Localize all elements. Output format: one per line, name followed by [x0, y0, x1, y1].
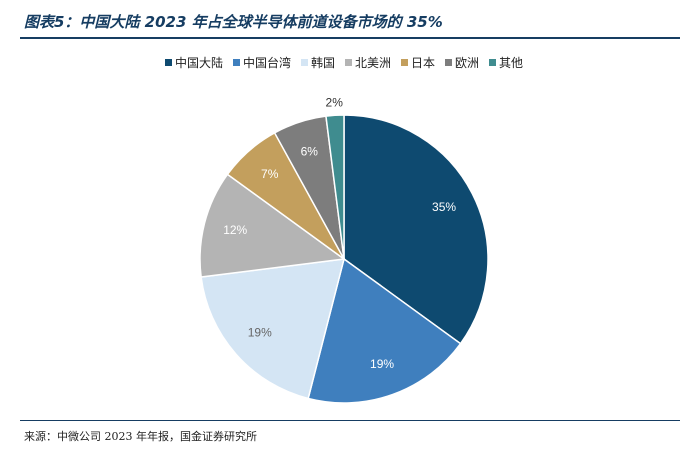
legend-item: 欧洲: [445, 54, 479, 71]
data-label: 6%: [301, 144, 319, 158]
data-label: 35%: [432, 200, 456, 214]
data-label: 7%: [261, 167, 279, 181]
legend-item: 其他: [489, 54, 523, 71]
legend-swatch: [401, 59, 408, 66]
legend-swatch: [445, 59, 453, 66]
legend-item: 日本: [401, 54, 435, 71]
data-label: 2%: [326, 95, 344, 109]
legend-label: 中国大陆: [174, 56, 223, 70]
legend-label: 日本: [411, 56, 436, 70]
data-label: 19%: [248, 325, 272, 339]
pie-slice: [343, 114, 489, 345]
source-note: 来源：中微公司 2023 年年报，国金证券研究所: [24, 430, 257, 443]
legend-item: 韩国: [300, 54, 335, 71]
legend-swatch: [164, 59, 172, 66]
footer-divider: [20, 420, 680, 421]
title-divider: [20, 37, 680, 39]
data-label: 12%: [223, 223, 247, 237]
pie-slice: [199, 173, 346, 278]
pie-slice: [200, 258, 346, 400]
pie-slice: [325, 114, 345, 260]
legend-label: 其他: [499, 56, 524, 70]
legend-label: 韩国: [310, 56, 335, 70]
legend-label: 中国台湾: [242, 56, 291, 70]
chart-title: 图表5：中国大陆 2023 年占全球半导体前道设备市场的 35%: [24, 13, 443, 31]
legend-label: 北美洲: [354, 56, 391, 70]
legend-swatch: [344, 59, 352, 66]
data-label: 19%: [370, 357, 394, 371]
legend-item: 北美洲: [344, 54, 391, 71]
chart-legend: 中国大陆 中国台湾 韩国 北美洲 日本 欧洲 其他: [0, 54, 688, 71]
legend-item: 中国大陆: [164, 54, 223, 71]
pie-slice: [307, 257, 462, 404]
legend-item: 中国台湾: [232, 54, 291, 71]
legend-label: 欧洲: [455, 56, 480, 70]
legend-swatch: [300, 59, 308, 66]
legend-swatch: [489, 59, 497, 66]
legend-swatch: [232, 59, 240, 66]
